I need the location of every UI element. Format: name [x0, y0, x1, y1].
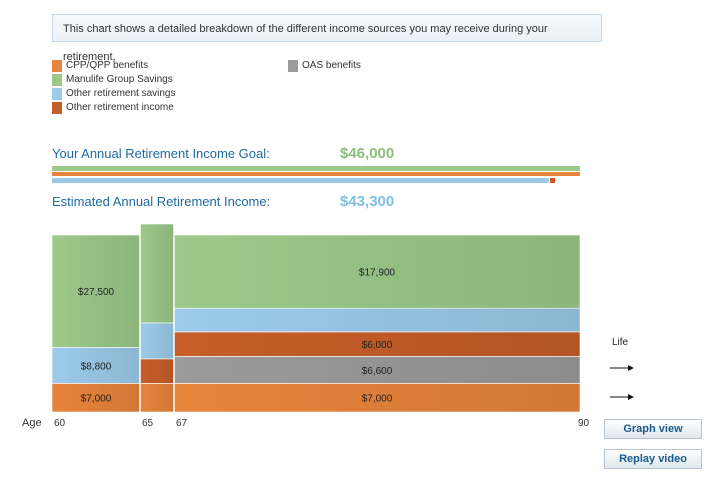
legend-swatch-cpp: [52, 60, 62, 72]
stack-area-manulife-group-savings: [173, 234, 581, 309]
legend-label-oas: OAS benefits: [302, 60, 361, 71]
x-tick-label: 90: [578, 418, 590, 429]
stack-area-cpp-qpp-benefits: [139, 383, 175, 413]
stack-area-other-retirement-income: [139, 358, 175, 384]
goal-label: Your Annual Retirement Income Goal:: [52, 146, 270, 161]
estimate-bar: [52, 178, 549, 183]
goal-bar-accent: [52, 172, 580, 176]
graph-view-button[interactable]: Graph view: [604, 419, 702, 439]
data-label: $27,500: [78, 287, 115, 298]
shortfall-marker: [550, 178, 555, 183]
goal-bar: [52, 166, 580, 171]
data-label: $7,000: [81, 394, 112, 405]
x-tick-label: 60: [54, 418, 66, 429]
chart-description: This chart shows a detailed breakdown of…: [52, 14, 602, 63]
legend-label-manulife: Manulife Group Savings: [66, 74, 173, 85]
legend-label-other-income: Other retirement income: [66, 102, 174, 113]
data-label: $17,900: [359, 268, 396, 279]
x-tick-label: 67: [176, 418, 188, 429]
data-label: $6,600: [362, 366, 393, 377]
data-label: $7,000: [362, 394, 393, 405]
estimate-value: $43,300: [340, 193, 395, 210]
legend-label-other-savings: Other retirement savings: [66, 88, 176, 99]
x-tick-label: 65: [142, 418, 154, 429]
legend-swatch-other-savings: [52, 88, 62, 100]
stack-area-other-retirement-savings: [51, 347, 141, 384]
legend-swatch-oas: [288, 60, 298, 72]
replay-video-button[interactable]: Replay video: [604, 449, 702, 469]
stack-area-cpp-qpp-benefits: [173, 383, 581, 413]
stack-area-other-retirement-savings: [139, 322, 175, 360]
arrow-right-icon: [610, 365, 634, 371]
life-label: Life: [612, 337, 629, 348]
intro-text: This chart shows a detailed breakdown of…: [63, 23, 548, 63]
stack-area-manulife-group-savings: [51, 234, 141, 348]
stack-area-other-retirement-savings: [173, 307, 581, 333]
legend-label-cpp: CPP/QPP benefits: [66, 60, 149, 71]
goal-value: $46,000: [340, 145, 395, 162]
legend-swatch-manulife: [52, 74, 62, 86]
data-label: $8,800: [81, 361, 112, 372]
arrow-right-icon: [610, 394, 634, 400]
stack-area-manulife-group-savings: [139, 223, 175, 324]
stack-area-oas-benefits: [173, 356, 581, 384]
estimate-label: Estimated Annual Retirement Income:: [52, 194, 271, 209]
data-label: $6,000: [362, 340, 393, 351]
legend-swatch-other-income: [52, 102, 62, 114]
x-axis-label: Age: [22, 417, 42, 429]
